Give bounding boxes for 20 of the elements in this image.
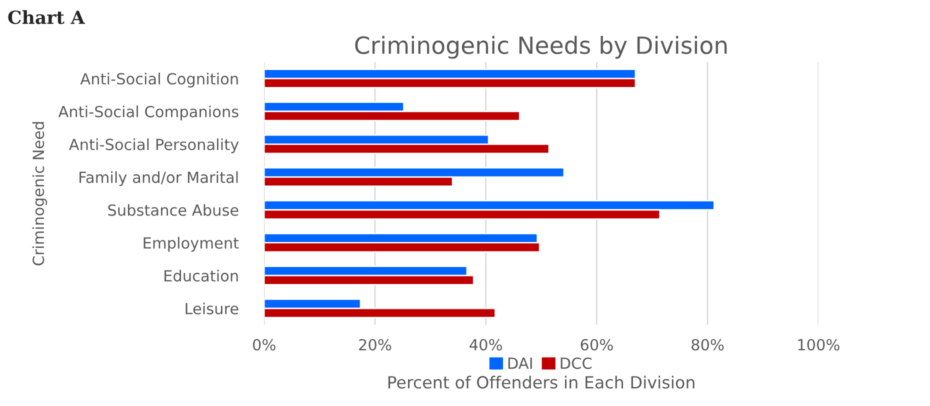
legend-label: DCC — [560, 357, 592, 370]
y-tick-label: Substance Abuse — [108, 204, 238, 216]
y-tick-label: Leisure — [186, 302, 238, 314]
text: Chart A — [8, 10, 85, 24]
x-tick-label: 40% — [470, 338, 502, 351]
y-tick-label: Anti-Social Cognition — [80, 72, 238, 88]
y-tick-label: Family and/or Marital — [80, 171, 238, 186]
x-tick-label: 20% — [359, 338, 392, 351]
x-tick-label: 0% — [253, 338, 276, 351]
x-tick-label: 80% — [692, 338, 724, 351]
y-axis-title: Criminogenic Need — [32, 122, 48, 266]
y-tick-label: Anti-Social Personality — [68, 138, 239, 154]
y-tick-label: Employment — [144, 236, 239, 252]
x-tick-label: 60% — [580, 338, 613, 351]
y-tick-label: Anti-Social Companions — [58, 106, 238, 120]
x-axis-title: Percent of Offenders in Each Division — [388, 376, 694, 389]
x-tick-label: 100% — [798, 338, 840, 351]
y-tick-label: Education — [164, 270, 238, 282]
chart-title: Criminogenic Needs by Division — [355, 36, 727, 59]
legend-label: DAI — [508, 358, 532, 369]
